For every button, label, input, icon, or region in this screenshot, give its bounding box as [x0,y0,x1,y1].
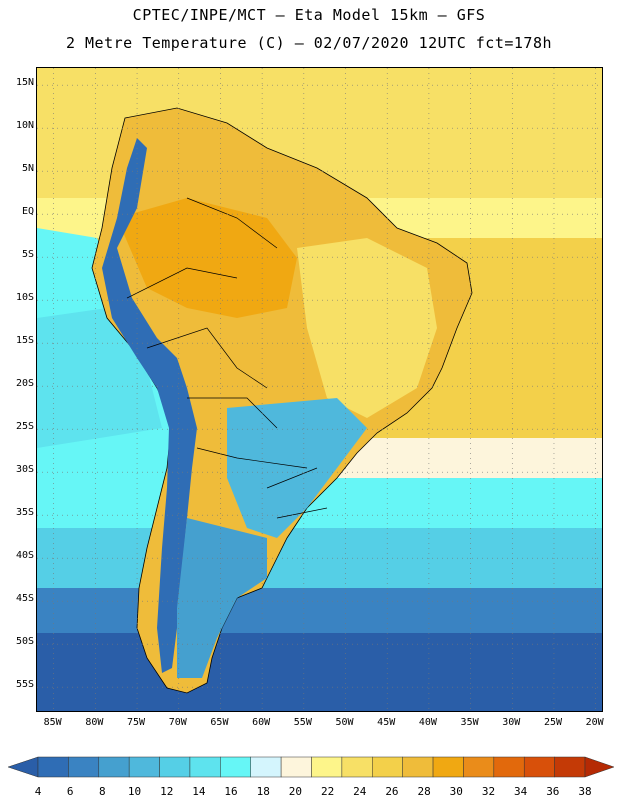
lon-tick-label: 25W [543,717,562,728]
colorbar-swatch [554,756,586,778]
colorbar-tick-label: 24 [353,785,367,798]
colorbar-swatch [311,756,343,778]
lon-tick-label: 45W [377,717,396,728]
colorbar-swatch [98,756,130,778]
colorbar-tick-label: 28 [417,785,430,798]
ocean-band-south-3 [37,588,602,633]
lat-tick-label: 10S [15,292,34,304]
colorbar-swatch [128,756,160,778]
colorbar-tick-label: 32 [482,785,495,798]
andes-cold-spine [102,138,197,673]
ocean-band-south-2 [37,528,602,588]
colorbar-tick-label: 10 [128,785,141,798]
colorbar-swatch [402,756,434,778]
colorbar-tick-label: 36 [546,785,559,798]
colorbar-tick-label: 12 [160,785,173,798]
lat-tick-label: 40S [15,550,34,562]
lat-tick-label: 15N [15,77,34,89]
colorbar-tick-label: 30 [450,785,463,798]
colorbar-swatch [280,756,312,778]
colorbar-swatch [37,756,69,778]
colorbar-tick-label: 18 [257,785,270,798]
colorbar-swatch [159,756,191,778]
ocean-band-south-4 [37,633,602,711]
colorbar-tick-label: 14 [192,785,206,798]
colorbar-left-arrow [7,756,39,778]
lat-tick-label: EQ [21,206,34,218]
lat-tick-label: 30S [15,464,34,476]
colorbar-tick-label: 16 [224,785,237,798]
colorbar-tick-label: 34 [514,785,528,798]
pacific-cool-core [37,308,162,448]
lon-tick-label: 60W [252,717,271,728]
lon-tick-label: 75W [127,717,146,728]
map-title-line2: 2 Metre Temperature (C) – 02/07/2020 12U… [65,34,553,52]
colorbar-tick-label: 22 [321,785,334,798]
lon-tick-label: 70W [168,717,187,728]
country-borders [126,197,328,519]
temperature-map [37,68,602,711]
lat-tick-label: 5S [21,249,34,261]
colorbar-swatch [493,756,525,778]
lon-tick-label: 50W [335,717,354,728]
colorbar-swatch [372,756,403,778]
colorbar-tick-label: 4 [35,785,42,798]
colorbar-tick-label: 38 [578,785,591,798]
patagonia [177,518,267,678]
colorbar-swatch [523,756,555,778]
colorbar-tick-label: 6 [67,785,74,798]
lon-tick-label: 30W [502,717,521,728]
lon-tick-label: 80W [85,717,104,728]
colorbar-swatch [68,756,100,778]
lon-tick-label: 55W [293,717,312,728]
lat-tick-label: 35S [15,507,34,519]
lon-tick-label: 40W [418,717,437,728]
brazil-highlands [297,238,437,418]
lon-tick-label: 65W [210,717,229,728]
lon-tick-label: 35W [460,717,479,728]
colorbar-tick-label: 26 [385,785,398,798]
colorbar-swatch [189,756,221,778]
colorbar-swatch [341,756,373,778]
lat-tick-label: 15S [15,335,34,347]
colorbar-tick-label: 20 [289,785,302,798]
lat-tick-label: 10N [15,120,34,132]
colorbar-swatch [432,756,464,778]
lat-tick-label: 25S [15,421,34,433]
lon-tick-label: 20W [585,717,604,728]
lat-tick-label: 5N [21,163,34,175]
colorbar-tick-label: 8 [99,785,106,798]
map-panel [36,67,603,712]
colorbar-right-arrow [584,756,615,778]
lat-tick-label: 50S [15,636,34,648]
lat-tick-label: 45S [15,593,34,605]
amazon-hot-region [117,198,297,318]
lon-tick-label: 85W [43,717,62,728]
lat-tick-label: 20S [15,378,34,390]
colorbar-swatch [250,756,282,778]
color-scale-bar: 4 6 8 10 12 14 16 18 20 22 24 26 28 30 32 34 36 38 [7,756,615,798]
colorbar-swatch [220,756,251,778]
map-title-line1: CPTEC/INPE/MCT – Eta Model 15km – GFS [132,6,486,24]
colorbar-swatch [463,756,495,778]
lat-tick-label: 55S [15,679,34,691]
